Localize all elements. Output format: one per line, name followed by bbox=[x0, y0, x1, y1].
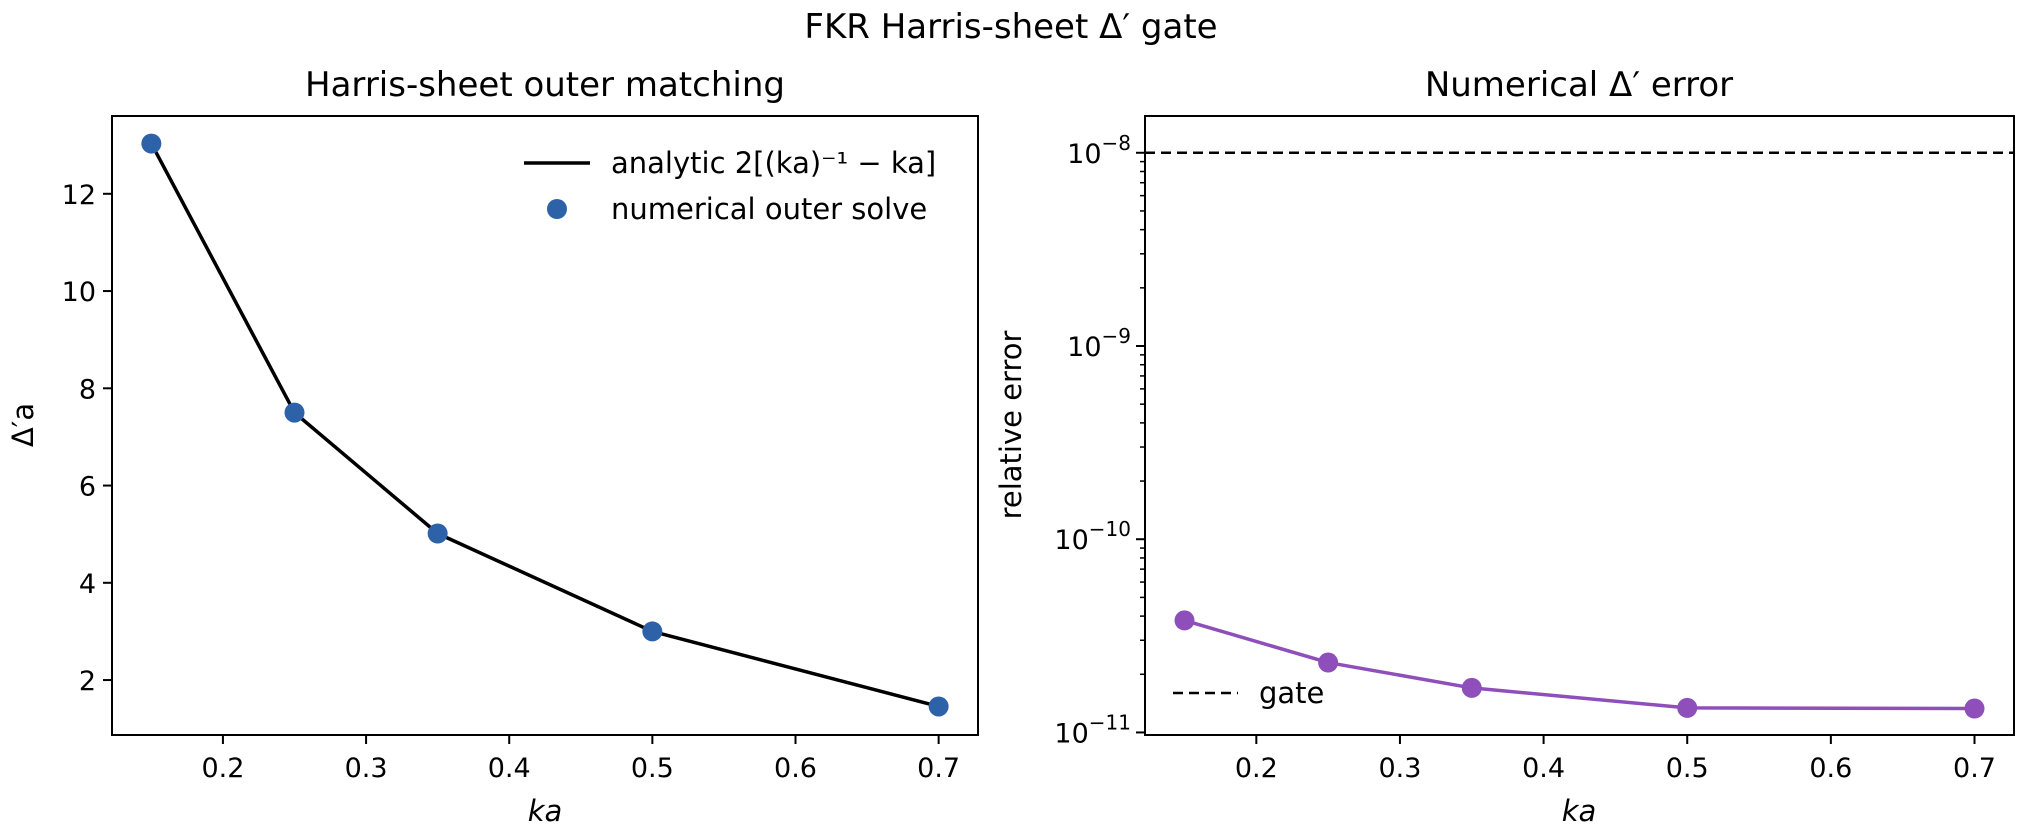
x-tick-label: 0.2 bbox=[1235, 753, 1278, 784]
left-x-axis-label: ka bbox=[528, 794, 563, 828]
right-x-axis-label: ka bbox=[1562, 794, 1597, 828]
data-point-marker bbox=[928, 696, 949, 717]
right-x-axis-ticks: 0.2 0.3 0.4 0.5 0.6 0.7 bbox=[1235, 735, 1996, 784]
x-tick-label: 0.5 bbox=[631, 753, 674, 784]
right-panel-title: Numerical Δ′ error bbox=[1425, 65, 1733, 105]
y-tick-label: 2 bbox=[79, 666, 96, 697]
left-panel-title: Harris-sheet outer matching bbox=[305, 65, 785, 105]
left-plot-frame bbox=[111, 115, 979, 736]
legend-numerical-label: numerical outer solve bbox=[611, 192, 927, 226]
figure-suptitle: FKR Harris-sheet Δ′ gate bbox=[804, 7, 1217, 47]
y-tick-exponent: −8 bbox=[1102, 131, 1131, 155]
y-tick-exponent: −9 bbox=[1102, 324, 1131, 348]
x-tick-label: 0.4 bbox=[488, 753, 531, 784]
data-point-marker bbox=[284, 402, 305, 423]
left-legend: analytic 2[(ka)⁻¹ − ka] numerical outer … bbox=[524, 146, 936, 226]
x-tick-label: 0.2 bbox=[201, 753, 244, 784]
y-tick-exponent: −10 bbox=[1089, 517, 1131, 541]
x-tick-label: 0.4 bbox=[1522, 753, 1565, 784]
right-legend: gate bbox=[1173, 676, 1324, 710]
y-tick-label: 10 bbox=[62, 277, 96, 308]
y-tick-label: 10−8 bbox=[1067, 131, 1131, 170]
data-point-marker bbox=[1174, 610, 1195, 631]
right-panel: Numerical Δ′ error 0.2 0.3 0.4 0.5 0.6 0.7 10… bbox=[994, 65, 2015, 828]
data-point-marker bbox=[1318, 652, 1339, 673]
x-tick-label: 0.3 bbox=[1378, 753, 1421, 784]
y-tick-base: 10 bbox=[1054, 525, 1088, 556]
y-tick-label: 6 bbox=[79, 472, 96, 503]
data-point-marker bbox=[642, 621, 663, 642]
y-tick-label: 4 bbox=[79, 569, 96, 600]
x-tick-label: 0.6 bbox=[1809, 753, 1852, 784]
x-tick-label: 0.7 bbox=[1953, 753, 1996, 784]
y-tick-base: 10 bbox=[1054, 718, 1088, 749]
y-tick-label: 10−11 bbox=[1054, 710, 1131, 749]
left-plot-area bbox=[141, 133, 949, 717]
x-tick-label: 0.5 bbox=[1666, 753, 1709, 784]
left-y-axis-ticks: 2 4 6 8 10 12 bbox=[62, 180, 112, 697]
y-tick-label: 8 bbox=[79, 374, 96, 405]
data-point-marker bbox=[1461, 677, 1482, 698]
y-tick-base: 10 bbox=[1067, 139, 1101, 170]
data-point-marker bbox=[141, 133, 162, 154]
x-tick-label: 0.7 bbox=[917, 753, 960, 784]
y-tick-label: 10−9 bbox=[1067, 324, 1131, 363]
legend-analytic-label: analytic 2[(ka)⁻¹ − ka] bbox=[611, 146, 936, 180]
right-y-axis-label: relative error bbox=[994, 331, 1028, 520]
right-plot-frame bbox=[1144, 115, 2015, 736]
y-tick-label: 12 bbox=[62, 180, 96, 211]
x-tick-label: 0.3 bbox=[345, 753, 388, 784]
y-tick-exponent: −11 bbox=[1089, 710, 1131, 734]
left-y-axis-label: Δ′a bbox=[6, 403, 40, 447]
left-x-axis-ticks: 0.2 0.3 0.4 0.5 0.6 0.7 bbox=[201, 735, 960, 784]
data-point-marker bbox=[1964, 698, 1985, 719]
x-tick-label: 0.6 bbox=[774, 753, 817, 784]
data-point-marker bbox=[427, 523, 448, 544]
data-point-marker bbox=[1677, 697, 1698, 718]
left-panel: Harris-sheet outer matching 0.2 0.3 0.4 0.5… bbox=[6, 65, 979, 828]
y-tick-label: 10−10 bbox=[1054, 517, 1131, 556]
right-plot-area bbox=[1145, 151, 2014, 719]
legend-numerical-marker-swatch bbox=[547, 199, 567, 219]
y-tick-base: 10 bbox=[1067, 332, 1101, 363]
legend-gate-label: gate bbox=[1259, 676, 1324, 710]
